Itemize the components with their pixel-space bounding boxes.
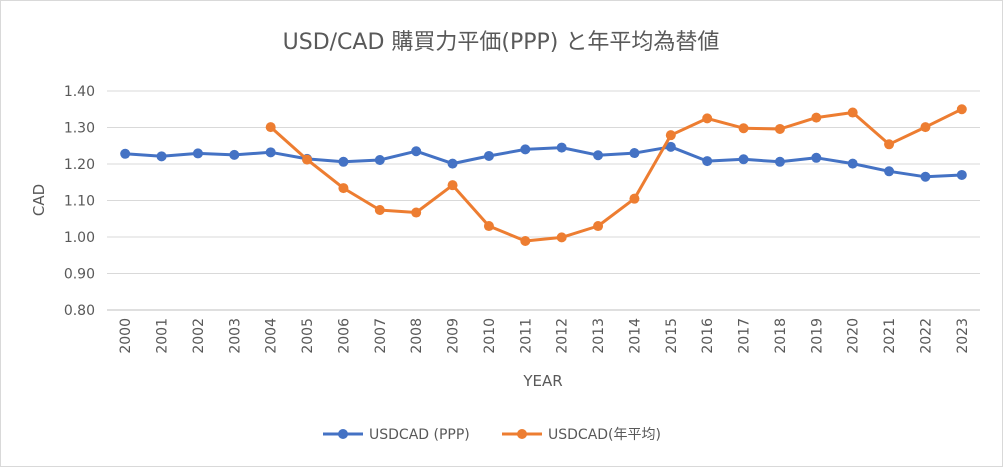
- x-tick-label: 2019: [809, 318, 825, 354]
- data-point: [738, 123, 749, 134]
- x-tick-label: 2003: [227, 318, 243, 354]
- x-tick-label: 2021: [882, 318, 898, 354]
- data-point: [847, 158, 858, 169]
- data-point: [811, 112, 822, 123]
- x-tick-label: 2023: [955, 318, 971, 354]
- x-tick-label: 2006: [336, 318, 352, 354]
- data-point: [556, 232, 567, 243]
- y-tick-label: 1.40: [64, 84, 95, 100]
- x-tick-label: 2008: [409, 318, 425, 354]
- data-point: [411, 146, 422, 157]
- y-tick-label: 0.80: [64, 303, 95, 319]
- data-point: [702, 113, 713, 124]
- data-point: [774, 123, 785, 134]
- series-2: [265, 104, 967, 247]
- x-tick-label: 2022: [918, 318, 934, 354]
- data-point: [956, 169, 967, 180]
- series-1: [120, 141, 967, 182]
- x-tick-label: 2002: [191, 318, 207, 354]
- data-point: [738, 154, 749, 165]
- legend: USDCAD (PPP) USDCAD(年平均): [323, 427, 661, 443]
- data-point: [847, 107, 858, 118]
- data-point: [483, 221, 494, 232]
- x-tick-label: 2017: [737, 318, 753, 354]
- data-point: [811, 152, 822, 163]
- x-axis-title: YEAR: [522, 372, 562, 390]
- data-point: [556, 142, 567, 153]
- data-point: [884, 166, 895, 177]
- x-tick-label: 2007: [373, 318, 389, 354]
- data-point: [265, 122, 276, 133]
- data-point: [447, 180, 458, 191]
- data-point: [520, 236, 531, 247]
- y-tick-label: 1.30: [64, 121, 95, 137]
- data-point: [338, 156, 349, 167]
- data-point: [447, 158, 458, 169]
- y-tick-label: 1.10: [64, 194, 95, 210]
- legend-marker: [517, 429, 527, 439]
- data-point: [665, 141, 676, 152]
- x-tick-label: 2014: [627, 318, 643, 354]
- data-point: [374, 154, 385, 165]
- x-axis-ticks: 2000 2001 2002 2003 2004 2005 2006 2007 2008 2009…: [118, 318, 971, 354]
- x-tick-label: 2011: [518, 318, 534, 354]
- data-point: [593, 150, 604, 161]
- data-point: [265, 147, 276, 158]
- x-tick-label: 2013: [591, 318, 607, 354]
- data-point: [483, 150, 494, 161]
- legend-label: USDCAD (PPP): [369, 427, 470, 443]
- data-point: [956, 104, 967, 115]
- data-point: [920, 171, 931, 182]
- y-tick-label: 1.00: [64, 230, 95, 246]
- x-tick-label: 2016: [700, 318, 716, 354]
- x-tick-label: 2000: [118, 318, 134, 354]
- data-point: [411, 207, 422, 218]
- data-point: [593, 221, 604, 232]
- x-tick-label: 2005: [300, 318, 316, 354]
- data-point: [702, 156, 713, 167]
- x-tick-label: 2010: [482, 318, 498, 354]
- data-point: [520, 144, 531, 155]
- y-axis-ticks: 0.80 0.90 1.00 1.10 1.20 1.30 1.40: [64, 84, 95, 319]
- data-point: [774, 156, 785, 167]
- x-tick-label: 2004: [264, 318, 280, 354]
- data-point: [120, 148, 131, 159]
- y-axis-title: CAD: [30, 184, 48, 216]
- data-point: [338, 183, 349, 194]
- data-point: [229, 149, 240, 160]
- x-tick-label: 2001: [155, 318, 171, 354]
- data-point: [884, 139, 895, 150]
- data-point: [156, 151, 167, 162]
- legend-marker: [338, 429, 348, 439]
- data-point: [665, 130, 676, 141]
- data-point: [920, 122, 931, 133]
- data-point: [192, 148, 203, 159]
- x-tick-label: 2009: [446, 318, 462, 354]
- y-tick-label: 0.90: [64, 267, 95, 283]
- x-tick-label: 2012: [555, 318, 571, 354]
- series-line: [125, 145, 962, 179]
- legend-label: USDCAD(年平均): [548, 427, 661, 443]
- gridlines: [107, 90, 980, 311]
- x-tick-label: 2015: [664, 318, 680, 354]
- series-layer: [120, 104, 967, 247]
- data-point: [374, 204, 385, 215]
- series-line: [269, 107, 963, 243]
- x-tick-label: 2020: [846, 318, 862, 354]
- chart-title: USD/CAD 購買力平価(PPP) と年平均為替値: [283, 30, 720, 55]
- x-tick-label: 2018: [773, 318, 789, 354]
- data-point: [302, 154, 313, 165]
- data-point: [629, 148, 640, 159]
- y-tick-label: 1.20: [64, 157, 95, 173]
- data-point: [629, 193, 640, 204]
